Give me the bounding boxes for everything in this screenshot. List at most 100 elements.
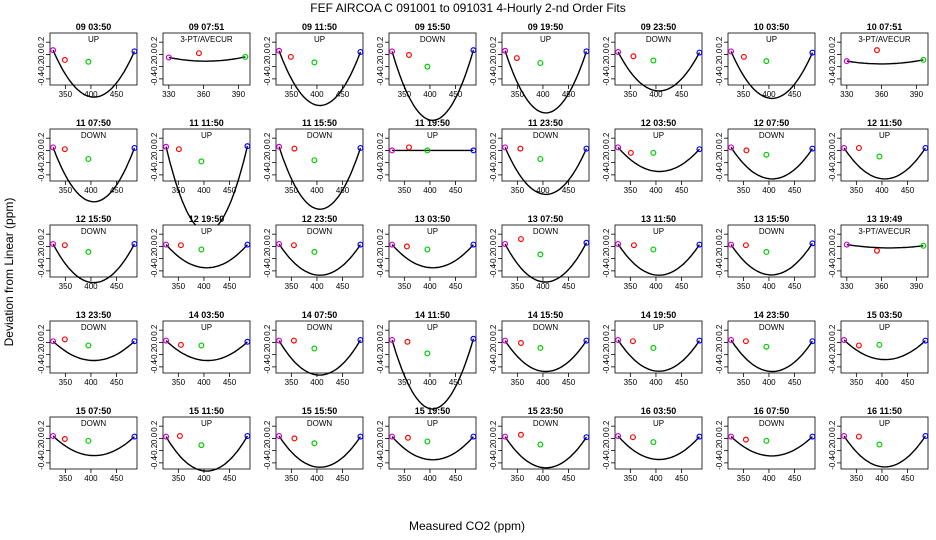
data-point — [855, 433, 862, 440]
x-tick-label: 400 — [649, 474, 663, 483]
y-tick-label: -0.4 — [828, 167, 837, 181]
panel-direction: UP — [427, 227, 438, 236]
plot-frame — [840, 128, 929, 182]
plot-frame — [840, 224, 929, 278]
y-tick-label: 0.2 — [602, 132, 611, 144]
y-tick-label: -0.2 — [715, 443, 724, 457]
data-point — [809, 433, 816, 440]
data-point — [290, 242, 297, 249]
y-tick-label: -0.4 — [376, 359, 385, 373]
panel-direction: UP — [201, 323, 212, 332]
data-point — [276, 337, 283, 344]
y-tick-label: -0.2 — [715, 59, 724, 73]
data-point — [403, 243, 410, 250]
data-point — [615, 144, 622, 151]
panel-direction: UP — [427, 131, 438, 140]
data-point — [615, 48, 622, 55]
y-tick-label: -0.4 — [150, 71, 159, 85]
y-tick-label: 0.0 — [37, 144, 46, 156]
fit-curve — [846, 59, 924, 65]
chart-panel: 12 15:50 DOWN 0.20.0-0.2-0.4 350 400 450 — [37, 214, 138, 291]
panel-title: 14 15:50 — [528, 310, 564, 320]
data-point — [244, 241, 251, 248]
fit-curve — [391, 49, 475, 122]
panel-direction: DOWN — [759, 131, 785, 140]
fit-curve — [278, 50, 362, 107]
plot-frame — [501, 320, 590, 374]
y-tick-label: 0.2 — [37, 228, 46, 240]
data-point — [873, 47, 880, 54]
y-tick-label: 0.2 — [715, 324, 724, 336]
x-tick-label: 350 — [624, 378, 638, 387]
data-point — [176, 432, 183, 439]
fit-curve — [843, 339, 926, 361]
fit-curve — [617, 435, 700, 461]
y-tick-label: -0.2 — [602, 443, 611, 457]
y-tick-label: 0.0 — [828, 240, 837, 252]
x-tick-label: 350 — [624, 474, 638, 483]
data-point — [50, 144, 57, 151]
chart-panel: 12 19:50 UP 0.20.0-0.2-0.4 350 400 450 — [150, 214, 251, 291]
plot-frame — [388, 32, 477, 86]
data-point — [291, 145, 298, 152]
data-point — [50, 338, 57, 345]
panel-title: 09 19:50 — [528, 22, 564, 32]
y-tick-label: 0.2 — [37, 132, 46, 144]
fit-curve — [730, 436, 813, 457]
plot-frame — [388, 128, 477, 182]
panel-direction: UP — [427, 419, 438, 428]
data-point — [470, 147, 477, 154]
data-point — [424, 246, 431, 253]
y-tick-label: -0.4 — [37, 167, 46, 181]
panel-direction: DOWN — [307, 131, 333, 140]
data-point — [244, 143, 251, 150]
x-tick-label: 400 — [649, 282, 663, 291]
panel-title: 09 23:50 — [641, 22, 677, 32]
x-tick-label: 350 — [398, 90, 412, 99]
x-tick-label: 350 — [59, 282, 73, 291]
data-point — [165, 54, 172, 61]
panel-direction: UP — [653, 323, 664, 332]
x-tick-label: 450 — [788, 474, 802, 483]
chart-panel: 15 23:50 DOWN 0.20.0-0.2-0.4 350 400 450 — [489, 406, 590, 483]
panel-direction: DOWN — [533, 131, 559, 140]
data-point — [311, 345, 318, 352]
chart-panel: 16 07:50 DOWN 0.20.0-0.2-0.4 350 400 450 — [715, 406, 816, 483]
x-tick-label: 390 — [910, 282, 924, 291]
data-point — [696, 241, 703, 248]
y-tick-label: -0.4 — [376, 263, 385, 277]
chart-panel: 10 03:50 UP 0.20.0-0.2-0.4 350 400 450 — [715, 22, 816, 100]
x-tick-label: 400 — [310, 378, 324, 387]
data-point — [311, 248, 318, 255]
y-tick-label: 0.2 — [376, 420, 385, 432]
plot-frame — [614, 416, 703, 470]
data-point — [276, 143, 283, 150]
panel-direction: DOWN — [759, 227, 785, 236]
x-tick-label: 450 — [110, 378, 124, 387]
y-tick-label: 0.0 — [715, 240, 724, 252]
x-tick-label: 400 — [762, 90, 776, 99]
panel-title: 12 19:50 — [189, 214, 225, 224]
plot-frame — [388, 320, 477, 374]
data-point — [583, 48, 590, 55]
x-tick-label: 450 — [449, 186, 463, 195]
chart-panel: 12 03:50 UP 0.20.0-0.2-0.4 350 400 450 — [602, 118, 703, 195]
panel-title: 12 11:50 — [867, 118, 902, 128]
x-tick-label: 360 — [875, 282, 889, 291]
y-tick-label: -0.4 — [37, 455, 46, 469]
data-point — [357, 433, 364, 440]
y-tick-label: -0.4 — [37, 263, 46, 277]
y-tick-label: 0.2 — [376, 132, 385, 144]
x-tick-label: 400 — [310, 474, 324, 483]
panel-title: 12 23:50 — [302, 214, 338, 224]
data-point — [424, 350, 431, 357]
panel-direction: 3-PT/AVECUR — [180, 35, 233, 44]
fit-curve — [504, 436, 587, 469]
chart-panel: 13 11:50 UP 0.20.0-0.2-0.4 350 400 450 — [602, 214, 703, 291]
data-point — [537, 59, 544, 66]
data-point — [389, 433, 396, 440]
y-tick-label: 0.2 — [376, 228, 385, 240]
y-tick-label: 0.2 — [489, 420, 498, 432]
